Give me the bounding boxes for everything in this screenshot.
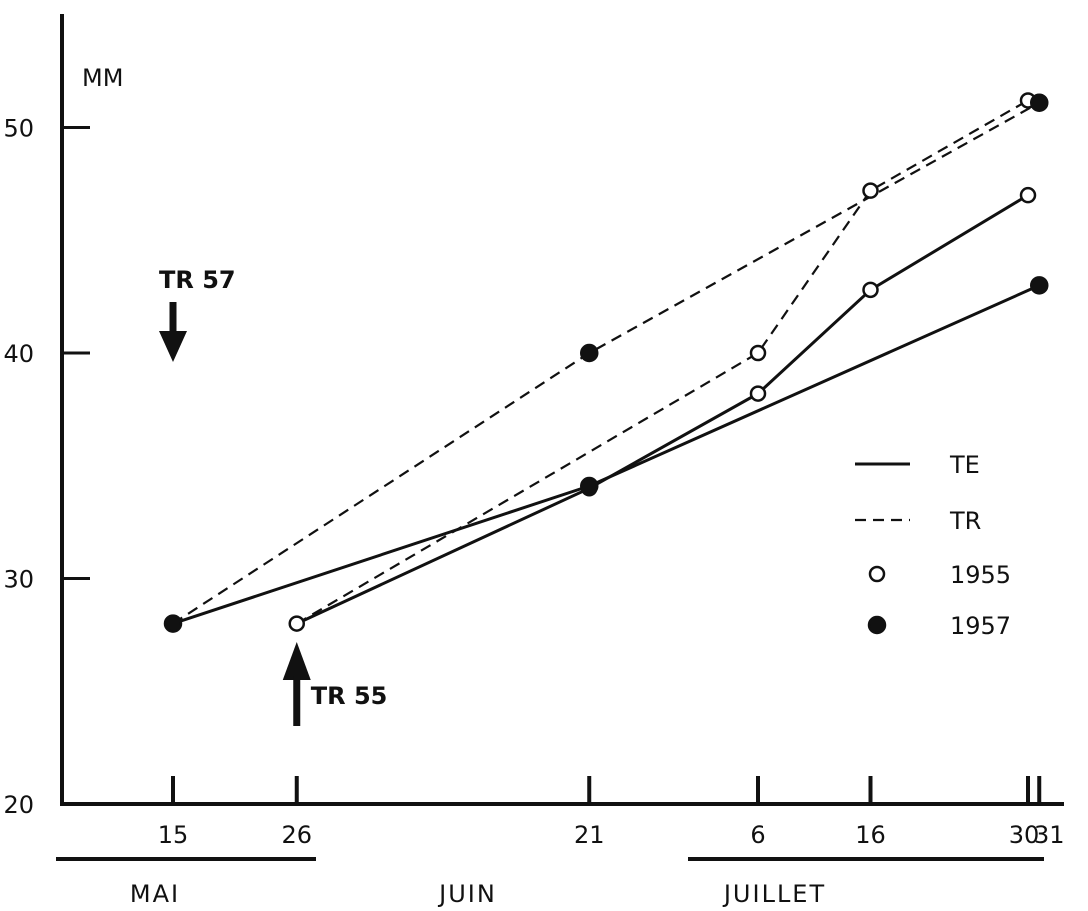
month-label: JUILLET bbox=[722, 880, 826, 908]
x-tick-label: 31 bbox=[1034, 821, 1065, 849]
x-tick-label: 16 bbox=[855, 821, 886, 849]
point-marker-1957 bbox=[580, 476, 599, 496]
annotation-label: TR 57 bbox=[159, 266, 236, 294]
series-line bbox=[172, 101, 1040, 625]
series-line bbox=[296, 99, 1029, 625]
month-label: JUIN bbox=[437, 880, 497, 908]
point-marker-1955 bbox=[862, 281, 879, 299]
legend-label: 1957 bbox=[950, 612, 1011, 640]
y-tick-label: 40 bbox=[3, 340, 34, 368]
x-tick-label: 21 bbox=[574, 821, 605, 849]
point-marker-1957 bbox=[580, 343, 599, 363]
y-tick-label: 50 bbox=[3, 115, 34, 143]
annotation-label: TR 55 bbox=[311, 682, 388, 710]
point-marker-1957 bbox=[1030, 276, 1049, 295]
point-marker-1955 bbox=[288, 615, 305, 632]
x-tick-label: 30 bbox=[1009, 821, 1040, 849]
month-label: MAI bbox=[130, 880, 180, 908]
up-arrow-icon bbox=[282, 642, 311, 680]
point-marker-1955 bbox=[862, 182, 879, 199]
x-tick-label: 15 bbox=[158, 821, 189, 849]
point-marker-1955 bbox=[1019, 186, 1037, 204]
legend-label: TR bbox=[949, 507, 981, 535]
y-axis-unit-label: MM bbox=[82, 64, 123, 92]
point-marker-1957 bbox=[1030, 93, 1049, 112]
x-tick-label: 26 bbox=[281, 821, 312, 849]
down-arrow-icon bbox=[159, 331, 187, 362]
point-marker-1957 bbox=[163, 614, 183, 633]
point-marker-1955 bbox=[749, 385, 767, 402]
y-tick-label: 30 bbox=[3, 566, 34, 594]
series-line bbox=[172, 284, 1040, 626]
legend-filled-marker bbox=[867, 615, 887, 635]
legend-label: 1955 bbox=[950, 561, 1011, 589]
y-tick-label: 20 bbox=[3, 791, 34, 819]
legend-label: TE bbox=[949, 451, 980, 479]
point-marker-1955 bbox=[749, 344, 767, 362]
legend-open-marker bbox=[868, 565, 886, 583]
x-tick-label: 6 bbox=[750, 821, 765, 849]
